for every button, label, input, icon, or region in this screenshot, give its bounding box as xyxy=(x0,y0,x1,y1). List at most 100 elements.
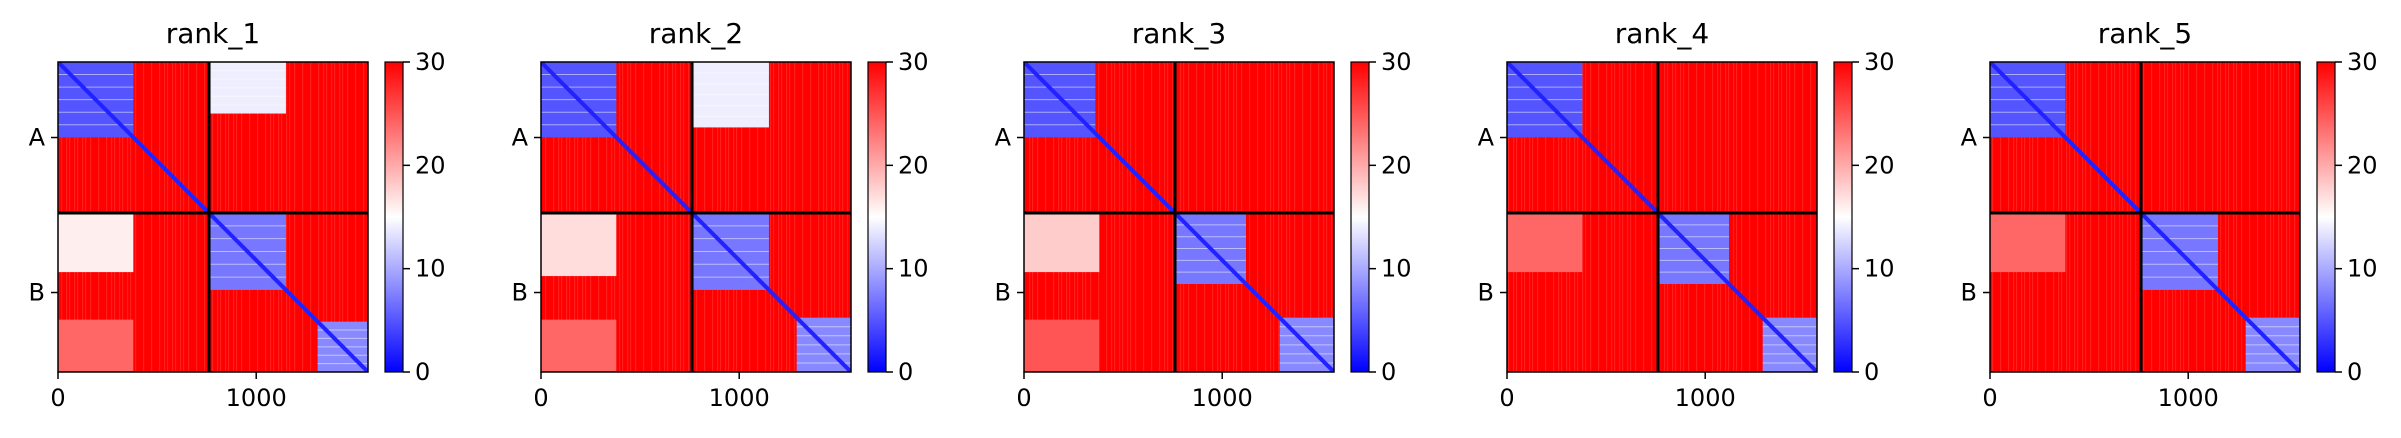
heatmap-stripe xyxy=(2228,62,2230,372)
colorbar-tick-label: 10 xyxy=(1381,255,1412,283)
heatmap-block-5 xyxy=(1024,319,1100,372)
heatmap-stripe xyxy=(339,62,341,372)
heatmap-stripe xyxy=(347,62,349,372)
colorbar-tick-label: 20 xyxy=(898,151,929,179)
colorbar-tick-label: 20 xyxy=(2347,151,2378,179)
heatmap-stripe xyxy=(175,62,177,372)
heatmap-stripe xyxy=(1619,62,1621,372)
colorbar-tick-label: 10 xyxy=(415,255,446,283)
y-tick-label: A xyxy=(995,124,1012,152)
colorbar-tick-label: 30 xyxy=(2347,48,2378,76)
heatmap-cells xyxy=(1990,62,2300,372)
y-tick-label: B xyxy=(995,279,1011,307)
heatmap-stripe xyxy=(794,62,796,372)
heatmap-block-4 xyxy=(1507,213,1583,273)
y-tick-label: A xyxy=(1961,124,1978,152)
colorbar xyxy=(867,61,887,373)
colorbar-tick-label: 30 xyxy=(898,48,929,76)
heatmap-stripe xyxy=(1736,62,1738,372)
heatmap-stripe xyxy=(2233,62,2235,372)
heatmap-stripe xyxy=(1614,62,1616,372)
colorbar-tick-label: 20 xyxy=(1381,151,1412,179)
heatmap-stripe xyxy=(1151,62,1153,372)
heatmap-stripe xyxy=(167,62,169,372)
heatmap-stripe xyxy=(810,62,812,372)
heatmap-stripe xyxy=(1606,62,1608,372)
heatmap-stripe xyxy=(680,62,682,372)
colorbar-tick-label: 20 xyxy=(1864,151,1895,179)
heatmap-stripe xyxy=(1159,62,1161,372)
heatmap-stripe xyxy=(770,62,772,372)
heatmap-block-4 xyxy=(1990,213,2066,273)
colorbar-tick-label: 0 xyxy=(1864,358,1879,386)
panel-title: rank_3 xyxy=(1132,17,1226,50)
x-tick-label: 0 xyxy=(1499,384,1514,412)
heatmap-stripe xyxy=(1635,62,1637,372)
heatmap-stripe xyxy=(2122,62,2124,372)
x-tick-label: 0 xyxy=(50,384,65,412)
heatmap-stripe xyxy=(2249,62,2251,372)
heatmap-stripe xyxy=(1130,62,1132,372)
heatmap-stripe xyxy=(1273,62,1275,372)
heatmap-stripe xyxy=(1643,62,1645,372)
heatmap-block-6 xyxy=(541,319,617,372)
heatmap-block-5 xyxy=(541,213,617,277)
heatmap-cells xyxy=(1507,62,1817,372)
heatmap-stripe xyxy=(1781,62,1783,372)
x-tick-label: 0 xyxy=(533,384,548,412)
panel-5: rank_5 0 1000 A B 0 10 20 30 xyxy=(1961,17,2378,412)
panel-4: rank_4 0 1000 A B 0 10 20 30 xyxy=(1478,17,1895,412)
heatmap-stripe xyxy=(786,62,788,372)
heatmap-stripe xyxy=(2106,62,2108,372)
heatmap-stripe xyxy=(1585,62,1587,372)
heatmap-stripe xyxy=(289,62,291,372)
heatmap-stripe xyxy=(1590,62,1592,372)
heatmap-stripe xyxy=(1757,62,1759,372)
heatmap-stripe xyxy=(1794,62,1796,372)
heatmap-cells xyxy=(1024,62,1334,372)
heatmap-stripe xyxy=(622,62,624,372)
heatmap-stripe xyxy=(2098,62,2100,372)
colorbar-tick-label: 30 xyxy=(1864,48,1895,76)
heatmap-stripe xyxy=(1582,62,1584,372)
heatmap-diagonal xyxy=(1990,62,2300,372)
heatmap-stripe xyxy=(1127,62,1129,372)
panel-2: rank_2 0 1000 A B 0 10 20 30 xyxy=(512,17,929,412)
x-tick-label: 1000 xyxy=(1675,384,1736,412)
heatmap-stripe xyxy=(1111,62,1113,372)
heatmap-stripe xyxy=(781,62,783,372)
plot-frame xyxy=(1023,61,1335,373)
heatmap-stripe xyxy=(2077,62,2079,372)
heatmap-stripe xyxy=(651,62,653,372)
heatmap-stripe xyxy=(1106,62,1108,372)
heatmap-stripe xyxy=(619,62,621,372)
heatmap-stripe xyxy=(683,62,685,372)
heatmap-stripe xyxy=(802,62,804,372)
colorbar-tick-label: 30 xyxy=(1381,48,1412,76)
heatmap-stripe xyxy=(688,62,690,372)
heatmap-stripe xyxy=(1164,62,1166,372)
heatmap-stripe xyxy=(789,62,791,372)
y-tick-label: B xyxy=(1961,279,1977,307)
heatmap-stripe xyxy=(667,62,669,372)
heatmap-stripe xyxy=(831,62,833,372)
panel-title: rank_5 xyxy=(2098,17,2192,50)
heatmap-stripe xyxy=(2257,62,2259,372)
y-tick-label: A xyxy=(1478,124,1495,152)
heatmap-stripe xyxy=(1611,62,1613,372)
heatmap-stripe xyxy=(1294,62,1296,372)
heatmap-stripe xyxy=(630,62,632,372)
heatmap-stripe xyxy=(2127,62,2129,372)
heatmap-stripe xyxy=(302,62,304,372)
colorbar-tick-label: 10 xyxy=(898,255,929,283)
heatmap-stripe xyxy=(2273,62,2275,372)
heatmap-stripe xyxy=(2090,62,2092,372)
heatmap-stripe xyxy=(143,62,145,372)
heatmap-stripe xyxy=(2085,62,2087,372)
heatmap-stripe xyxy=(2082,62,2084,372)
heatmap-stripe xyxy=(183,62,185,372)
colorbar-tick-label: 0 xyxy=(415,358,430,386)
colorbar xyxy=(1833,61,1853,373)
heatmap-stripe xyxy=(1318,62,1320,372)
heatmap-stripe xyxy=(159,62,161,372)
